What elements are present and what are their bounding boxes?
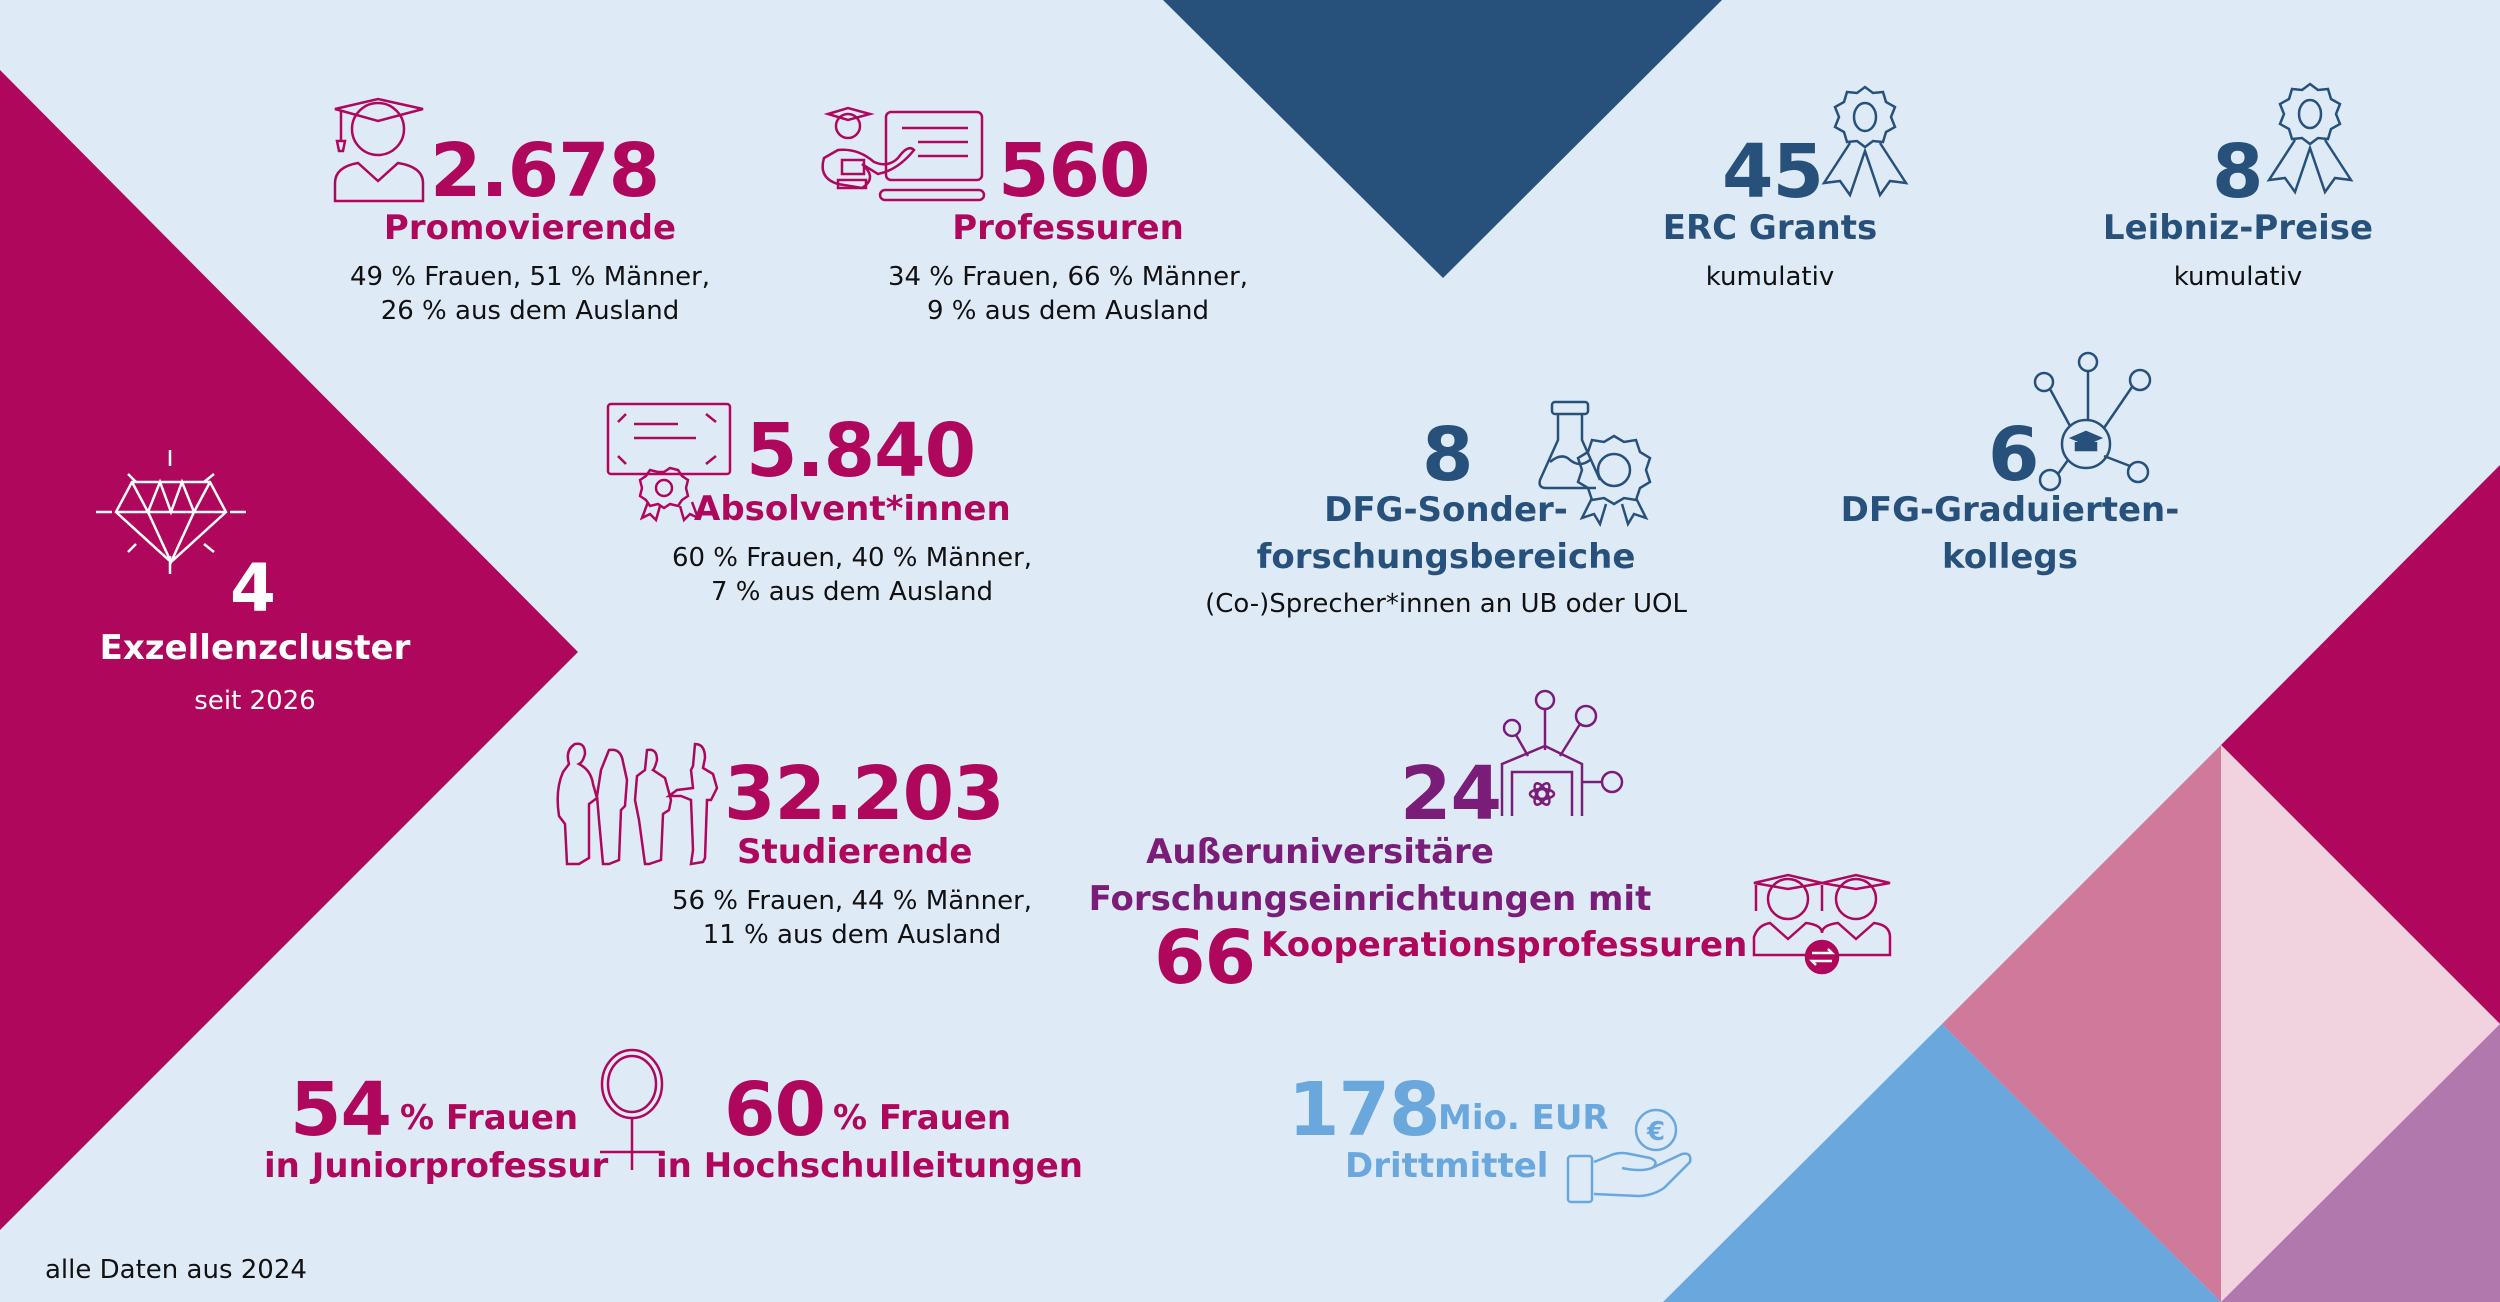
flask-award-icon [1538, 400, 1652, 528]
kooperation-label: Kooperationsprofessuren [1261, 925, 1748, 965]
right-magenta-triangle [2221, 465, 2500, 1024]
leibniz-label: Leibniz-Preise [2102, 208, 2374, 248]
mid-pink-triangle [1942, 745, 2221, 1302]
drittmittel-label: Drittmittel [1345, 1146, 1549, 1186]
exzellenz-value: 4 [230, 550, 276, 627]
professuren-value: 560 [998, 128, 1150, 214]
people-group-icon [556, 742, 719, 866]
sfb-note: (Co-)Sprecher*innen an UB oder UOL [1205, 589, 1687, 619]
certificate-icon [606, 402, 732, 523]
erc-value: 45 [1722, 129, 1824, 215]
lilac-triangle [2221, 1024, 2500, 1302]
award-rosette-icon [2266, 82, 2354, 195]
female-symbol-icon [600, 1048, 664, 1170]
promovierende-stats-line1: 49 % Frauen, 51 % Männer, [349, 262, 711, 292]
absolventen-label: Absolvent*innen [694, 489, 1011, 529]
kooperation-value: 66 [1154, 915, 1256, 1001]
leibniz-value: 8 [2212, 129, 2263, 215]
research-institute-icon [1500, 689, 1624, 816]
light-blue-triangle [1663, 1024, 2221, 1302]
hochschulleitung-value: 60 [724, 1067, 826, 1153]
sfb-value: 8 [1422, 412, 1473, 498]
absolventen-stats-line2: 7 % aus dem Ausland [710, 577, 994, 607]
promovierende-label: Promovierende [383, 208, 677, 248]
studierende-label: Studierende [737, 832, 973, 872]
promovierende-value: 2.678 [430, 128, 660, 214]
hochschulleitung-label: in Hochschulleitungen [656, 1146, 1083, 1186]
grk-value: 6 [1988, 412, 2039, 498]
footnote: alle Daten aus 2024 [45, 1255, 307, 1285]
absolventen-stats-line1: 60 % Frauen, 40 % Männer, [671, 543, 1033, 573]
aussenuni-label-line2: Forschungseinrichtungen mit [1088, 879, 1652, 919]
exzellenz-note: seit 2026 [194, 686, 316, 716]
professor-lecture-icon [821, 106, 986, 202]
grk-label-line1: DFG-Graduierten- [1840, 490, 2180, 530]
erc-note: kumulativ [1705, 262, 1835, 292]
left-magenta-triangle [0, 70, 578, 1230]
hand-euro-icon: € [1566, 1108, 1692, 1204]
juniorprof-unit: % Frauen [400, 1098, 579, 1138]
diamond-icon [96, 450, 246, 574]
drittmittel-unit: Mio. EUR [1438, 1098, 1609, 1138]
studierende-value: 32.203 [724, 751, 1005, 837]
aussenuni-value: 24 [1400, 751, 1502, 837]
sfb-label-line1: DFG-Sonder- [1324, 490, 1568, 530]
studierende-stats-line2: 11 % aus dem Ausland [702, 920, 1002, 950]
juniorprof-label: in Juniorprofessur [264, 1146, 609, 1186]
grk-label-line2: kollegs [1942, 537, 2078, 577]
graduate-person-icon [333, 97, 425, 203]
hochschulleitung-unit: % Frauen [833, 1098, 1012, 1138]
network-graduate-icon [2033, 351, 2152, 492]
sfb-label-line2: forschungsbereiche [1256, 537, 1636, 577]
professuren-stats-line2: 9 % aus dem Ausland [926, 296, 1210, 326]
drittmittel-value: 178 [1288, 1067, 1440, 1153]
absolventen-value: 5.840 [746, 408, 976, 494]
juniorprof-value: 54 [290, 1067, 392, 1153]
aussenuni-label-line1: Außeruniversitäre [1146, 832, 1494, 872]
promovierende-stats-line2: 26 % aus dem Ausland [380, 296, 680, 326]
exzellenz-label: Exzellenzcluster [99, 628, 411, 668]
studierende-stats-line1: 56 % Frauen, 44 % Männer, [671, 886, 1033, 916]
award-rosette-icon [1821, 85, 1909, 198]
top-navy-triangle [1163, 0, 1722, 278]
light-pink-triangle [2221, 745, 2500, 1302]
erc-label: ERC Grants [1662, 208, 1878, 248]
svg-text:€: € [1646, 1117, 1665, 1147]
leibniz-note: kumulativ [2173, 262, 2303, 292]
professuren-label: Professuren [952, 208, 1184, 248]
exchange-graduates-icon [1752, 873, 1892, 975]
professuren-stats-line1: 34 % Frauen, 66 % Männer, [887, 262, 1249, 292]
